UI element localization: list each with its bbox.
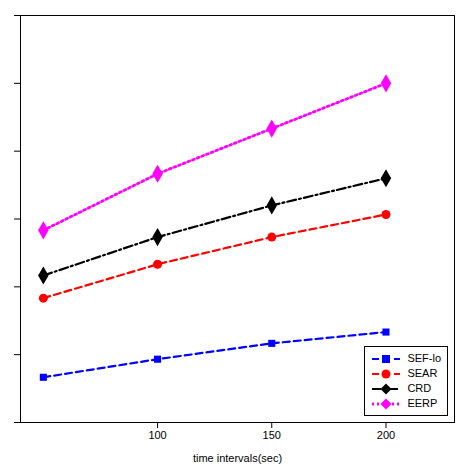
svg-text:100: 100 — [148, 429, 166, 441]
html-text:SEF-lo: SEF-lo — [407, 352, 441, 364]
svg-text:200: 200 — [377, 429, 395, 441]
html-text:EERP: EERP — [407, 397, 438, 409]
html-text:CRD: CRD — [407, 382, 432, 394]
html-text:SEAR: SEAR — [407, 367, 438, 379]
svg-text:time intervals(sec): time intervals(sec) — [193, 452, 282, 464]
svg-text:150: 150 — [263, 429, 281, 441]
